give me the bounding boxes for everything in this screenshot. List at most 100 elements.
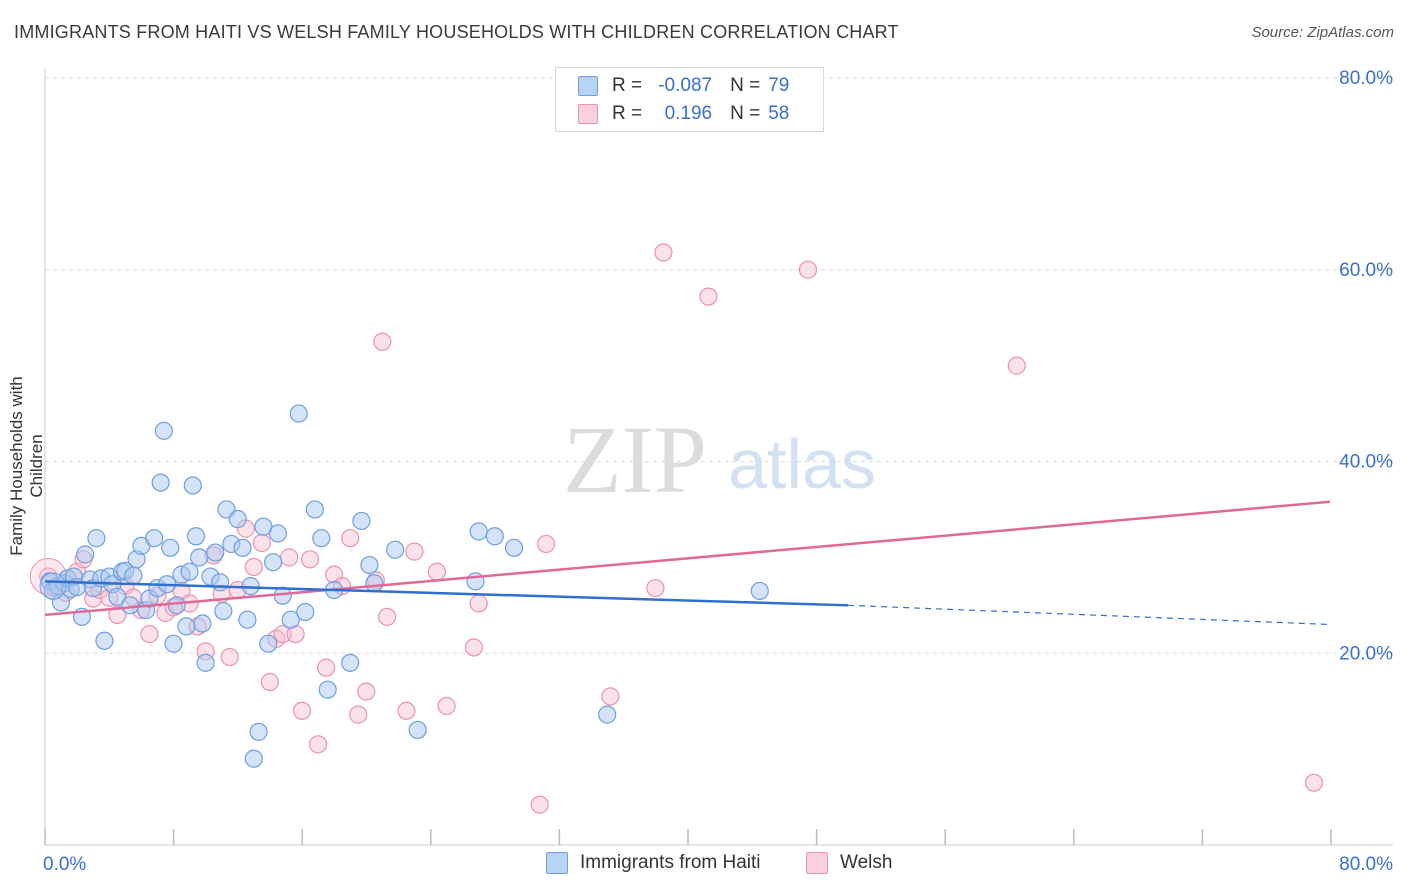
welsh-point bbox=[437, 696, 456, 716]
haiti-point bbox=[386, 540, 405, 559]
haiti-point bbox=[214, 601, 233, 621]
haiti-point bbox=[259, 634, 278, 653]
haiti-point bbox=[210, 573, 230, 592]
legend-r-label: R = bbox=[612, 103, 643, 124]
haiti-point bbox=[268, 524, 288, 543]
correlation-legend: R = -0.087 N = 79 R = 0.196 N = 58 bbox=[555, 67, 824, 132]
chart-title: IMMIGRANTS FROM HAITI VS WELSH FAMILY HO… bbox=[14, 22, 899, 42]
source-credit: Source: ZipAtlas.com bbox=[1251, 24, 1394, 41]
haiti-point bbox=[180, 562, 199, 581]
haiti-point bbox=[154, 421, 173, 440]
haiti-point bbox=[108, 587, 127, 606]
welsh-point bbox=[601, 687, 620, 706]
haiti-point bbox=[365, 574, 384, 593]
series-legend-welsh[interactable]: Welsh bbox=[806, 852, 892, 874]
x-tick-label: 80.0% bbox=[1339, 854, 1393, 875]
welsh-point bbox=[530, 795, 549, 814]
y-tick-label: 80.0% bbox=[1339, 68, 1393, 89]
haiti-point bbox=[151, 473, 170, 492]
welsh-legend-label: Welsh bbox=[840, 852, 893, 873]
y-tick-label: 60.0% bbox=[1339, 260, 1393, 281]
welsh-point bbox=[220, 647, 239, 667]
haiti-point bbox=[305, 500, 324, 519]
welsh-point bbox=[108, 605, 127, 625]
welsh-point bbox=[349, 705, 368, 724]
welsh-point bbox=[646, 578, 665, 598]
series-legend-haiti[interactable]: Immigrants from Haiti bbox=[546, 852, 761, 874]
haiti-point bbox=[750, 581, 769, 601]
welsh-point bbox=[357, 682, 376, 701]
legend-row-haiti: R = -0.087 N = 79 bbox=[578, 72, 789, 100]
legend-haiti-n: 79 bbox=[768, 75, 790, 96]
haiti-trend-extension bbox=[848, 604, 1331, 626]
welsh-point bbox=[244, 557, 263, 577]
welsh-point bbox=[252, 533, 271, 553]
haiti-point bbox=[193, 614, 212, 633]
welsh-point bbox=[316, 658, 336, 677]
series-legend: Immigrants from Haiti Welsh bbox=[0, 852, 1406, 878]
haiti-point bbox=[238, 610, 257, 629]
welsh-point bbox=[378, 607, 397, 626]
haiti-point bbox=[352, 511, 371, 531]
haiti-point bbox=[598, 705, 617, 724]
welsh-point bbox=[273, 624, 292, 644]
haiti-point bbox=[196, 653, 215, 672]
y-tick-label: 40.0% bbox=[1339, 452, 1393, 473]
welsh-point bbox=[300, 550, 320, 569]
haiti-point bbox=[312, 529, 331, 548]
welsh-point bbox=[140, 624, 159, 644]
haiti-point bbox=[485, 527, 504, 546]
trend-lines bbox=[44, 500, 1331, 626]
welsh-point bbox=[280, 548, 299, 567]
welsh-point bbox=[341, 529, 360, 548]
haiti-legend-swatch bbox=[546, 852, 568, 874]
haiti-point bbox=[263, 553, 283, 572]
axes bbox=[44, 68, 1393, 846]
haiti-point bbox=[183, 476, 202, 495]
haiti-point bbox=[87, 529, 106, 548]
haiti-point bbox=[206, 543, 225, 562]
legend-row-welsh: R = 0.196 N = 58 bbox=[578, 100, 789, 128]
haiti-point bbox=[408, 720, 427, 740]
haiti-swatch bbox=[578, 76, 598, 96]
welsh-swatch bbox=[578, 104, 598, 124]
haiti-legend-label: Immigrants from Haiti bbox=[580, 852, 761, 873]
haiti-point bbox=[186, 527, 206, 546]
welsh-point bbox=[427, 562, 447, 581]
haiti-point bbox=[177, 617, 196, 636]
welsh-point bbox=[798, 260, 818, 279]
watermark: ZIP atlas bbox=[563, 406, 876, 513]
welsh-point bbox=[260, 672, 279, 692]
haiti-point bbox=[249, 722, 268, 741]
welsh-point bbox=[292, 701, 312, 720]
haiti-point bbox=[39, 572, 67, 600]
watermark-atlas: atlas bbox=[728, 425, 876, 503]
haiti-point bbox=[504, 538, 524, 557]
haiti-point bbox=[190, 548, 209, 567]
legend-welsh-n: 58 bbox=[768, 103, 790, 124]
legend-n-label: N = bbox=[730, 103, 761, 124]
haiti-point bbox=[233, 538, 252, 557]
welsh-point bbox=[1007, 356, 1026, 375]
welsh-point bbox=[308, 735, 328, 754]
welsh-point bbox=[537, 534, 556, 554]
legend-welsh-r: 0.196 bbox=[664, 103, 713, 124]
x-tick-label: 0.0% bbox=[43, 854, 86, 875]
haiti-trend-line bbox=[44, 580, 849, 607]
haiti-point bbox=[76, 545, 95, 564]
haiti-point bbox=[296, 602, 315, 622]
welsh-legend-swatch bbox=[806, 852, 828, 874]
grid-lines bbox=[45, 77, 1393, 654]
welsh-point bbox=[464, 638, 483, 657]
haiti-point bbox=[318, 680, 337, 699]
haiti-point bbox=[164, 634, 183, 653]
haiti-point bbox=[289, 404, 308, 423]
haiti-point bbox=[360, 555, 379, 575]
haiti-point bbox=[95, 631, 114, 650]
haiti-point bbox=[244, 749, 263, 768]
haiti-point bbox=[469, 522, 488, 541]
haiti-point bbox=[167, 596, 186, 615]
welsh-point bbox=[1304, 773, 1324, 792]
haiti-point bbox=[341, 653, 360, 672]
